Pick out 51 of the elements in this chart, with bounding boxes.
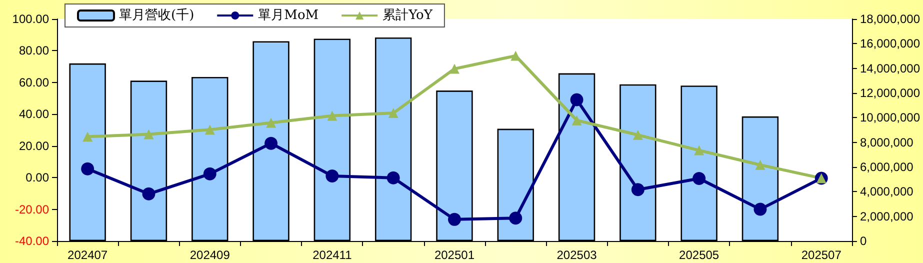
point (266, 118, 276, 128)
y-tick-label: 40.00 (18, 107, 50, 122)
x-tick-label: 202503 (556, 248, 598, 262)
y2-tick-label: 8,000,000 (860, 135, 914, 150)
y-tick-label: -40.00 (14, 234, 50, 248)
y2-tick-label: 16,000,000 (860, 36, 920, 51)
point (142, 187, 156, 200)
point (632, 130, 643, 140)
y-tick-label: 80.00 (18, 44, 50, 58)
y2-tick-label: 6,000,000 (860, 160, 914, 174)
y2-tick-label: 12,000,000 (860, 86, 920, 100)
point (81, 162, 94, 176)
y2-tick-label: 0 (860, 234, 867, 248)
x-tick-label: 202411 (312, 248, 352, 262)
point (204, 124, 215, 135)
x-tick-label: 202505 (679, 248, 720, 262)
x-tick-label: 202407 (68, 248, 108, 262)
point (326, 169, 339, 182)
point (509, 212, 522, 225)
point (694, 145, 704, 156)
legend-label: 累計YoY (382, 8, 433, 23)
y-tick-label: 0.00 (26, 170, 50, 185)
point (82, 132, 93, 142)
point (388, 108, 398, 118)
x-tick-label: 202409 (190, 248, 230, 262)
point (570, 93, 584, 106)
y2-tick-label: 14,000,000 (860, 61, 920, 76)
legend-label: 單月營收(千) (119, 8, 194, 23)
point (754, 202, 767, 216)
y2-tick-label: 4,000,000 (860, 184, 914, 199)
y2-tick-label: 18,000,000 (860, 12, 920, 26)
point (264, 136, 278, 150)
point (631, 183, 644, 196)
point (144, 129, 154, 140)
y-tick-label: 60.00 (18, 75, 50, 90)
y-tick-label: 100.00 (12, 12, 50, 26)
point (203, 167, 216, 180)
point (755, 160, 766, 170)
x-tick-label: 202501 (434, 248, 475, 262)
y-tick-label: -20.00 (14, 202, 50, 216)
point (692, 172, 706, 186)
point (572, 115, 582, 126)
y2-tick-label: 10,000,000 (860, 110, 920, 125)
point (386, 171, 400, 184)
x-tick-label: 202507 (801, 248, 842, 262)
point (448, 212, 461, 226)
y-tick-label: 20.00 (18, 138, 50, 153)
legend-label: 單月MoM (258, 8, 319, 23)
point (449, 64, 460, 74)
point (327, 110, 338, 121)
y2-tick-label: 2,000,000 (860, 209, 914, 224)
